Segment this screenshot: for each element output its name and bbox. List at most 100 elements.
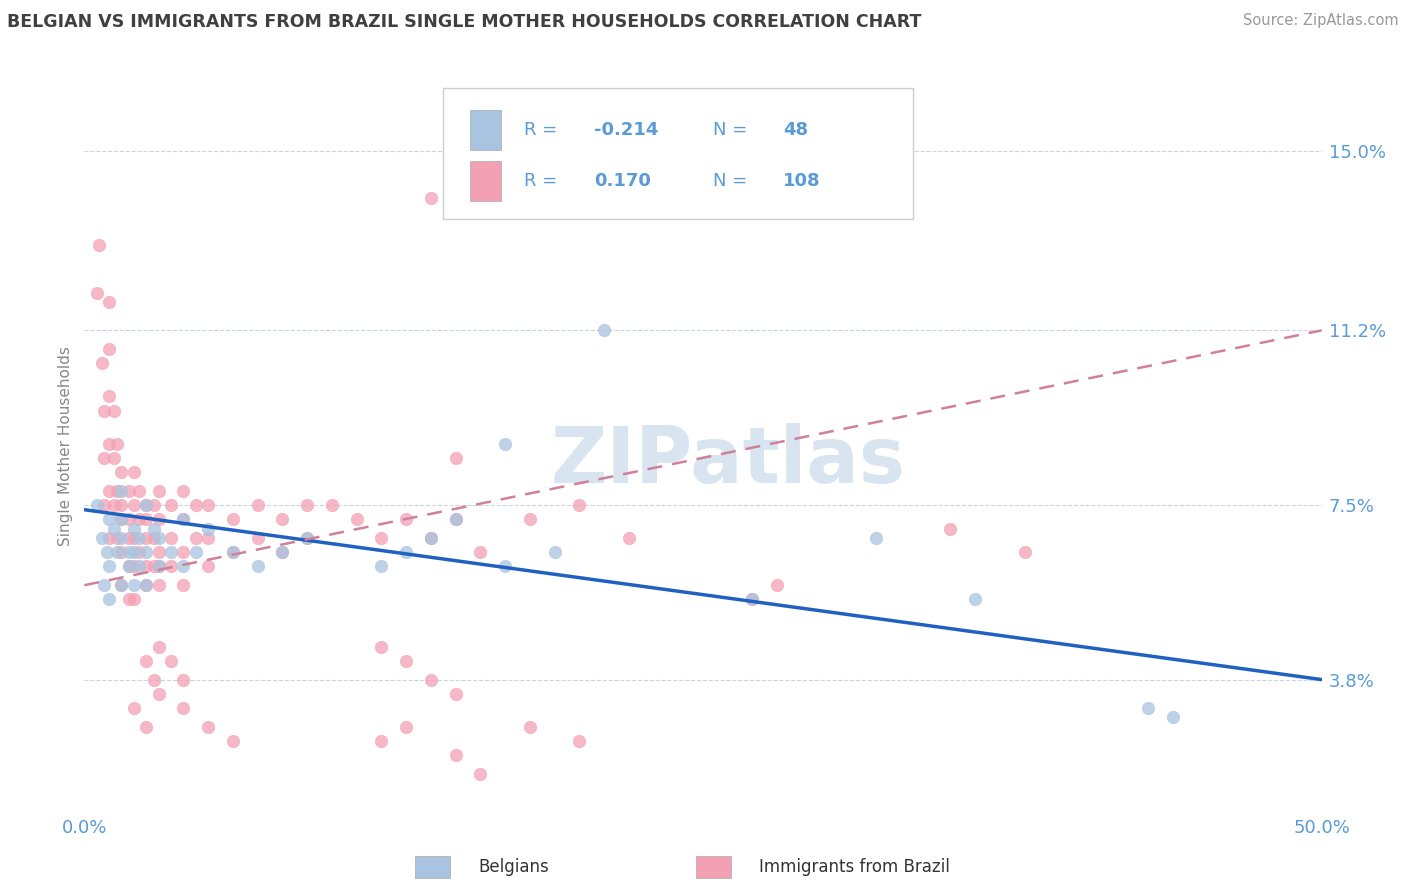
Point — [444, 512, 467, 526]
Point — [444, 748, 467, 763]
Point — [246, 498, 269, 512]
Point — [370, 531, 392, 545]
Point — [494, 559, 516, 574]
Point — [110, 498, 132, 512]
Point — [222, 545, 245, 559]
Point — [321, 498, 343, 512]
Point — [122, 559, 145, 574]
Point — [148, 559, 170, 574]
Point — [444, 450, 467, 465]
Y-axis label: Single Mother Households: Single Mother Households — [58, 346, 73, 546]
Point — [98, 389, 121, 403]
Point — [444, 687, 467, 701]
Point — [395, 720, 418, 734]
Point — [148, 512, 170, 526]
Point — [519, 512, 541, 526]
Point — [98, 592, 121, 607]
Text: N =: N = — [713, 121, 752, 139]
Point — [135, 545, 157, 559]
Point — [110, 531, 132, 545]
Point — [184, 531, 207, 545]
Text: ZIPatlas: ZIPatlas — [550, 423, 905, 499]
Text: N =: N = — [713, 172, 752, 190]
Point — [142, 498, 165, 512]
Point — [98, 559, 121, 574]
Point — [172, 578, 194, 592]
Point — [142, 531, 165, 545]
Point — [118, 559, 141, 574]
Point — [98, 531, 121, 545]
Point — [98, 343, 121, 357]
Point — [110, 512, 132, 526]
Point — [222, 512, 245, 526]
Point — [470, 767, 492, 781]
Point — [148, 545, 170, 559]
Text: Source: ZipAtlas.com: Source: ZipAtlas.com — [1243, 13, 1399, 29]
Point — [128, 531, 150, 545]
Point — [172, 701, 194, 715]
Point — [128, 512, 150, 526]
Point — [96, 545, 118, 559]
Point — [105, 436, 128, 450]
FancyBboxPatch shape — [471, 161, 502, 201]
Point — [122, 592, 145, 607]
Point — [741, 592, 763, 607]
Point — [105, 545, 128, 559]
Point — [419, 531, 441, 545]
Point — [118, 531, 141, 545]
Point — [543, 545, 565, 559]
Point — [395, 545, 418, 559]
Point — [246, 559, 269, 574]
Text: 108: 108 — [783, 172, 821, 190]
Point — [142, 673, 165, 687]
Point — [617, 531, 640, 545]
Text: R =: R = — [523, 172, 562, 190]
Point — [110, 483, 132, 498]
Point — [118, 483, 141, 498]
Point — [197, 531, 219, 545]
Point — [197, 498, 219, 512]
Point — [184, 498, 207, 512]
Point — [122, 522, 145, 536]
Point — [93, 498, 115, 512]
Point — [90, 531, 112, 545]
Point — [295, 498, 318, 512]
Point — [172, 559, 194, 574]
Point — [110, 512, 132, 526]
Point — [110, 465, 132, 479]
Text: 0.170: 0.170 — [595, 172, 651, 190]
Point — [93, 403, 115, 417]
Point — [197, 559, 219, 574]
Point — [93, 578, 115, 592]
Point — [172, 483, 194, 498]
Text: Belgians: Belgians — [478, 858, 548, 876]
Point — [197, 720, 219, 734]
Point — [395, 654, 418, 668]
Point — [172, 673, 194, 687]
Point — [148, 687, 170, 701]
Point — [103, 522, 125, 536]
Point — [135, 720, 157, 734]
Point — [128, 559, 150, 574]
Point — [135, 498, 157, 512]
Point — [519, 720, 541, 734]
Point — [148, 531, 170, 545]
Point — [419, 191, 441, 205]
Point — [160, 545, 183, 559]
Point — [246, 531, 269, 545]
Point — [160, 531, 183, 545]
Point — [135, 578, 157, 592]
Point — [142, 522, 165, 536]
Text: R =: R = — [523, 121, 562, 139]
Point — [865, 531, 887, 545]
Point — [105, 483, 128, 498]
Point — [135, 559, 157, 574]
Point — [103, 450, 125, 465]
FancyBboxPatch shape — [471, 110, 502, 150]
Point — [160, 559, 183, 574]
Point — [295, 531, 318, 545]
Point — [135, 498, 157, 512]
Point — [103, 498, 125, 512]
Point — [89, 238, 111, 252]
Point — [148, 483, 170, 498]
